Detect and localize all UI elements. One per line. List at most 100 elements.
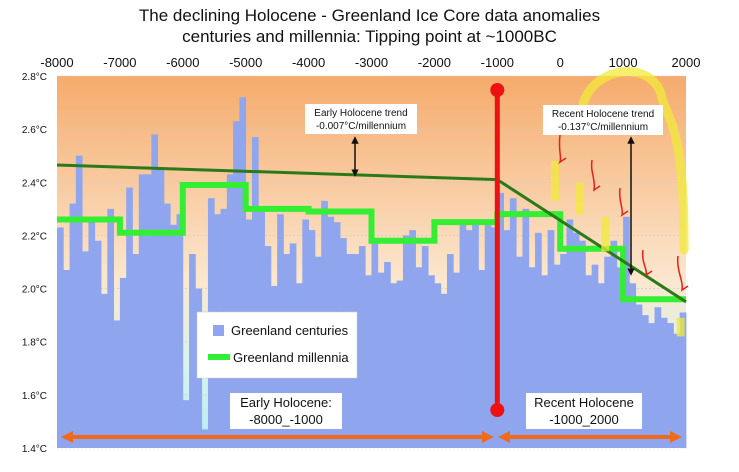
- centuries-bar: [528, 267, 536, 448]
- x-tick-label-9: 1000: [609, 55, 638, 70]
- centuries-bar: [384, 262, 391, 448]
- x-tick-label-1: -7000: [103, 55, 136, 70]
- recent-trend-label-box: [543, 105, 663, 135]
- centuries-bar: [591, 264, 599, 448]
- centuries-bar: [560, 254, 567, 448]
- recent-region-label-line1: Recent Holocene: [534, 395, 634, 410]
- centuries-bar: [239, 97, 247, 448]
- centuries-bar: [635, 304, 643, 448]
- x-tick-label-7: -1000: [481, 55, 514, 70]
- y-axis-ticks: 1.4°C 1.6°C 1.8°C 2.0°C 2.2°C 2.4°C 2.6°C 2.8°C: [22, 72, 47, 455]
- centuries-bar: [63, 269, 70, 448]
- centuries-bar: [113, 320, 121, 448]
- centuries-bar: [138, 174, 146, 449]
- centuries-bar: [434, 283, 442, 448]
- centuries-bar: [151, 134, 159, 448]
- centuries-bar: [673, 333, 681, 448]
- centuries-bar: [648, 323, 655, 448]
- centuries-bar: [541, 275, 549, 448]
- early-region-label-line1: Early Holocene:: [240, 395, 332, 410]
- millennia-series: [57, 181, 686, 303]
- centuries-bar: [597, 283, 605, 448]
- centuries-bar: [390, 283, 398, 448]
- legend-label-centuries: Greenland centuries: [231, 323, 349, 338]
- centuries-bar: [107, 208, 115, 448]
- pen-stroke-1: [590, 159, 601, 192]
- early-region-label-line2: -8000_-1000: [249, 412, 323, 427]
- y-tick-label-7: 2.8°C: [22, 72, 47, 83]
- early-trend-label-box: [305, 104, 417, 134]
- centuries-bar: [535, 232, 542, 448]
- centuries-bar: [491, 227, 498, 448]
- chart-title-line-1: The declining Holocene - Greenland Ice C…: [138, 6, 601, 25]
- centuries-bar: [145, 174, 152, 449]
- centuries-bar: [465, 230, 473, 448]
- centuries-bar: [522, 208, 530, 448]
- marker-highlight-2: [601, 216, 610, 252]
- early-trend-value: -0.007°C/millennium: [316, 121, 406, 132]
- centuries-bar: [667, 323, 674, 448]
- centuries-bar: [365, 275, 372, 448]
- centuries-bar: [415, 267, 423, 448]
- centuries-bar: [358, 246, 366, 448]
- x-tick-label-4: -4000: [292, 55, 325, 70]
- centuries-bar: [371, 240, 379, 448]
- centuries-bar: [170, 224, 177, 448]
- centuries-bar: [233, 121, 240, 449]
- x-tick-label-10: 2000: [672, 55, 701, 70]
- centuries-bar: [641, 315, 649, 448]
- centuries-bar: [440, 293, 448, 448]
- recent-trend-value: -0.137°C/millennium: [558, 122, 648, 133]
- y-tick-label-2: 1.8°C: [22, 338, 47, 349]
- trend-lines: [56, 163, 687, 304]
- marker-highlight-3: [676, 317, 685, 337]
- tipping-point-bottom-dot: [490, 403, 505, 417]
- centuries-bar: [57, 227, 64, 448]
- centuries-bar: [377, 272, 385, 448]
- centuries-bar: [572, 232, 580, 448]
- centuries-bar: [75, 155, 83, 448]
- centuries-bar: [101, 293, 108, 448]
- recent-region-label-box: [526, 393, 642, 429]
- centuries-bar: [585, 275, 593, 448]
- millennia-series-line: [57, 181, 686, 303]
- centuries-bar: [503, 230, 511, 448]
- x-axis-ticks: -8000 -7000 -6000 -5000 -4000 -3000 -2000 -1000…: [40, 55, 700, 70]
- centuries-bar: [88, 216, 96, 448]
- centuries-bar: [126, 187, 133, 448]
- centuries-bar: [82, 251, 89, 448]
- y-tick-label-6: 2.6°C: [22, 125, 47, 136]
- centuries-bar: [132, 254, 140, 448]
- recent-trend-line: [496, 178, 687, 304]
- marker-highlight-0: [550, 161, 559, 201]
- early-region-label-box: [230, 393, 342, 429]
- centuries-bar: [610, 240, 618, 448]
- x-tick-label-2: -6000: [166, 55, 199, 70]
- marker-arc: [578, 67, 689, 255]
- pen-stroke-4: [676, 255, 689, 292]
- centuries-bar: [478, 269, 486, 448]
- centuries-bar: [189, 254, 196, 448]
- centuries-bar: [421, 246, 429, 448]
- centuries-bar: [497, 192, 504, 448]
- pen-stroke-3: [641, 249, 653, 277]
- centuries-bar: [579, 240, 586, 448]
- centuries-bar: [459, 222, 467, 448]
- legend-box: [196, 311, 358, 379]
- centuries-bar: [251, 137, 259, 448]
- tipping-point-marker: [490, 83, 505, 417]
- centuries-bar: [623, 216, 630, 448]
- centuries-bar: [553, 264, 561, 448]
- early-trend-label: Early Holocene trend: [314, 108, 407, 119]
- centuries-bar: [616, 267, 624, 448]
- centuries-bar: [119, 277, 127, 448]
- pen-stroke-2: [618, 187, 629, 217]
- centuries-bar: [446, 254, 454, 448]
- chart-title-line-2: centuries and millennia: Tipping point a…: [182, 27, 557, 46]
- pen-stroke-0: [558, 134, 567, 165]
- centuries-bar: [69, 203, 77, 448]
- centuries-bar: [402, 235, 410, 448]
- y-tick-label-1: 1.6°C: [22, 391, 47, 402]
- centuries-bar: [679, 312, 687, 448]
